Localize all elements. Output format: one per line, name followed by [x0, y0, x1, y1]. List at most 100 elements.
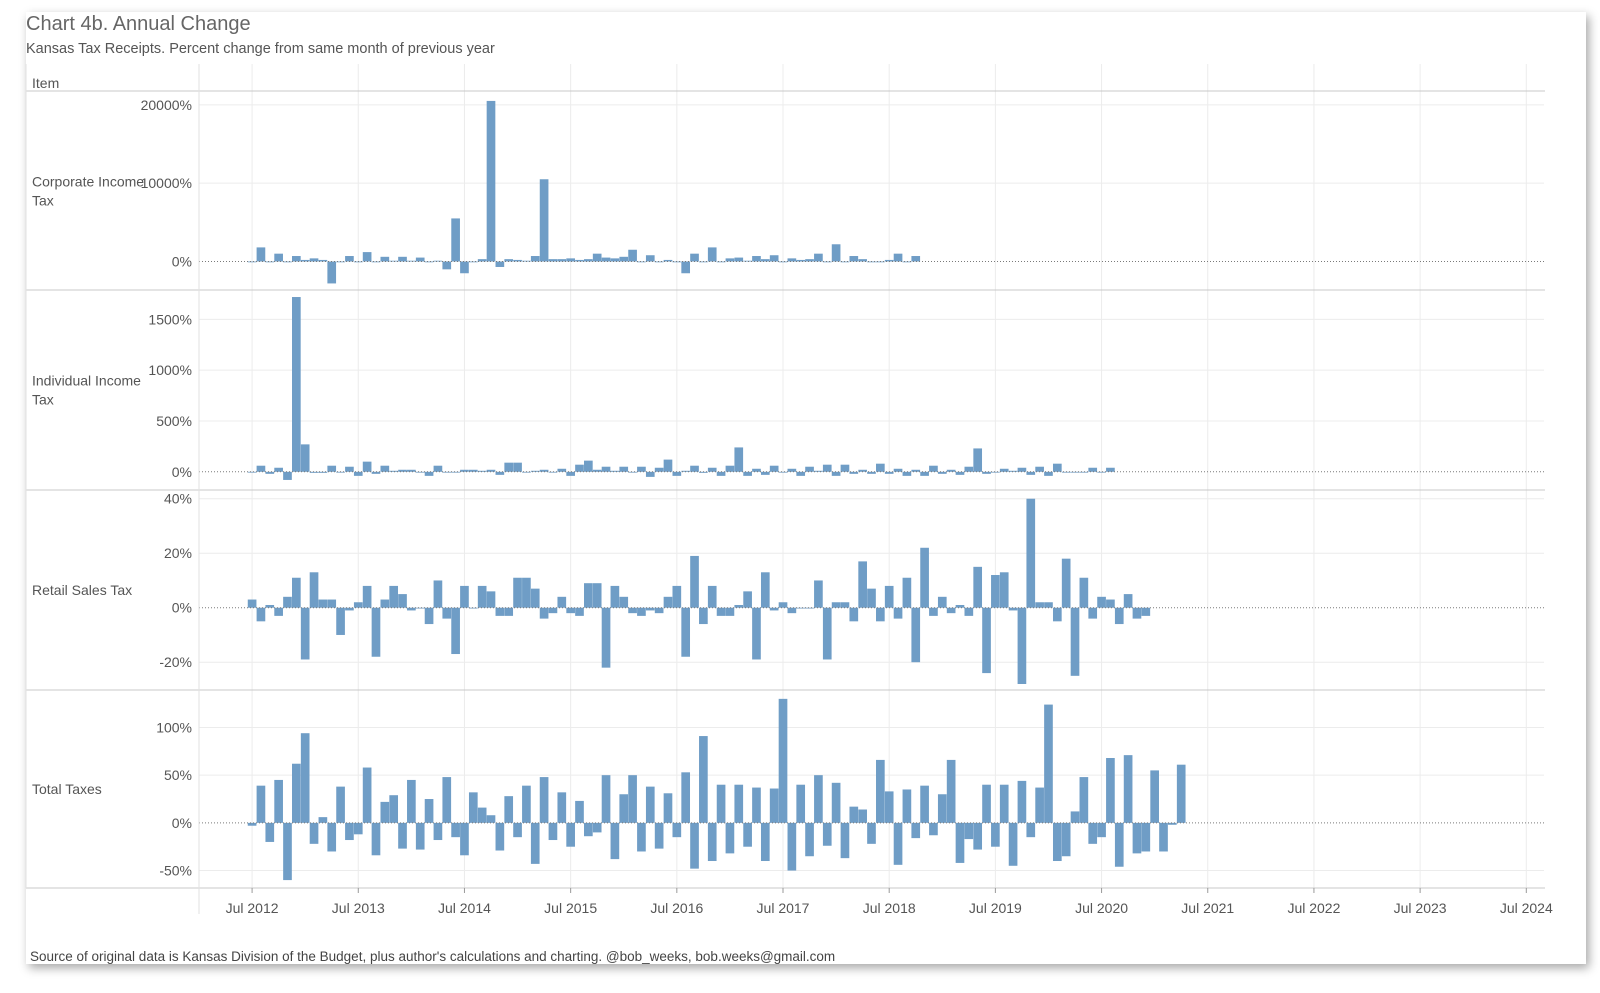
bar — [1008, 607, 1018, 611]
bar — [814, 253, 823, 262]
chart-subtitle: Kansas Tax Receipts. Percent change from… — [26, 41, 495, 57]
bar — [716, 784, 726, 823]
bar — [345, 256, 354, 262]
bar — [1141, 607, 1151, 616]
y-tick-label: -20% — [159, 654, 192, 670]
bar — [371, 822, 381, 856]
bar — [822, 607, 832, 660]
bar — [575, 800, 584, 823]
bar — [955, 822, 965, 863]
bar — [1079, 777, 1089, 823]
bar — [884, 259, 894, 262]
panel-label: Tax — [32, 193, 54, 209]
bar — [654, 607, 664, 614]
bar — [1106, 599, 1115, 608]
bar — [1079, 577, 1089, 608]
bar — [902, 577, 912, 608]
bar — [495, 261, 505, 267]
bar — [876, 759, 885, 823]
y-tick-label: 10000% — [141, 175, 192, 191]
bar — [902, 261, 912, 263]
bar — [937, 794, 947, 823]
y-tick-label: 0% — [172, 254, 192, 270]
bar — [592, 583, 602, 608]
y-tick-label: 0% — [172, 600, 192, 616]
bar — [265, 604, 275, 608]
bar — [433, 580, 443, 608]
bar — [920, 547, 929, 608]
x-tick-label: Jul 2014 — [438, 900, 491, 916]
bar — [530, 588, 540, 608]
bar — [1176, 764, 1186, 823]
bar — [424, 471, 434, 476]
bar — [504, 607, 514, 616]
bar — [734, 604, 744, 608]
bar — [442, 607, 452, 619]
bar — [442, 261, 452, 270]
bar — [433, 260, 443, 262]
bar — [893, 253, 903, 262]
bar — [610, 822, 620, 860]
bar — [699, 736, 708, 823]
bar — [831, 244, 841, 262]
bar — [778, 261, 788, 263]
bar — [1035, 466, 1044, 472]
bar — [973, 822, 983, 850]
bar — [336, 786, 345, 823]
bar — [601, 775, 611, 823]
bar — [274, 779, 283, 823]
bar — [690, 253, 699, 262]
bar — [292, 763, 301, 823]
bar — [725, 607, 735, 616]
bar — [451, 218, 460, 262]
bar — [486, 591, 496, 608]
bar — [398, 256, 407, 262]
bar — [548, 607, 558, 614]
bar — [451, 822, 460, 838]
bar — [1026, 498, 1036, 608]
bar — [787, 822, 797, 871]
bar — [964, 822, 974, 840]
bar — [256, 465, 266, 472]
bar — [681, 607, 691, 657]
bar — [539, 777, 549, 823]
bar — [663, 596, 673, 608]
bar — [300, 444, 310, 472]
bar — [760, 259, 770, 262]
bar — [1044, 602, 1053, 608]
bar — [601, 607, 611, 668]
bar — [1123, 594, 1133, 608]
y-tick-label: 1000% — [148, 362, 192, 378]
bar — [654, 822, 664, 849]
bar — [645, 255, 655, 262]
bar — [1026, 471, 1036, 475]
bar — [955, 604, 965, 608]
bar — [513, 259, 522, 262]
bar — [884, 471, 894, 474]
bar — [398, 594, 407, 608]
bar — [982, 607, 991, 674]
bar — [1114, 607, 1124, 625]
bar — [504, 259, 514, 262]
bar — [327, 599, 337, 608]
bar — [1035, 787, 1044, 823]
bar — [752, 468, 761, 472]
bar — [1132, 822, 1142, 854]
bar — [814, 775, 823, 823]
bar — [548, 822, 558, 841]
bar — [884, 791, 894, 823]
bar — [760, 822, 770, 862]
bar — [486, 469, 496, 472]
bar — [946, 469, 956, 472]
bar — [468, 469, 478, 472]
bar — [805, 259, 814, 262]
bar — [796, 259, 806, 262]
bar — [318, 817, 328, 823]
bar — [557, 792, 567, 823]
bar — [318, 259, 328, 262]
bar — [442, 777, 452, 823]
bar — [769, 607, 779, 611]
bar — [539, 469, 549, 472]
bar — [327, 822, 337, 852]
